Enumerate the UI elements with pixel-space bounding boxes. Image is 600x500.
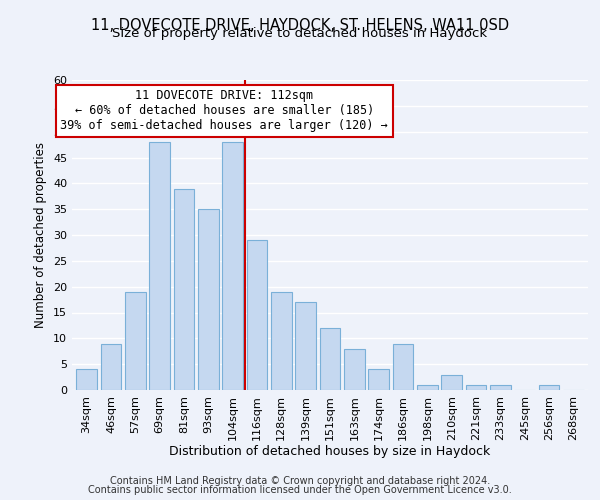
Bar — [539, 385, 559, 390]
Bar — [173, 188, 194, 390]
Text: 11, DOVECOTE DRIVE, HAYDOCK, ST. HELENS, WA11 0SD: 11, DOVECOTE DRIVE, HAYDOCK, ST. HELENS,… — [91, 18, 509, 32]
Bar — [466, 385, 487, 390]
Bar — [392, 344, 413, 390]
X-axis label: Distribution of detached houses by size in Haydock: Distribution of detached houses by size … — [169, 446, 491, 458]
Bar — [442, 374, 462, 390]
Bar — [76, 370, 97, 390]
Text: Contains HM Land Registry data © Crown copyright and database right 2024.: Contains HM Land Registry data © Crown c… — [110, 476, 490, 486]
Text: Size of property relative to detached houses in Haydock: Size of property relative to detached ho… — [112, 28, 488, 40]
Text: Contains public sector information licensed under the Open Government Licence v3: Contains public sector information licen… — [88, 485, 512, 495]
Bar — [125, 292, 146, 390]
Bar — [222, 142, 243, 390]
Bar — [149, 142, 170, 390]
Text: 11 DOVECOTE DRIVE: 112sqm
← 60% of detached houses are smaller (185)
39% of semi: 11 DOVECOTE DRIVE: 112sqm ← 60% of detac… — [61, 90, 388, 132]
Bar — [368, 370, 389, 390]
Bar — [295, 302, 316, 390]
Bar — [247, 240, 268, 390]
Y-axis label: Number of detached properties: Number of detached properties — [34, 142, 47, 328]
Bar — [344, 348, 365, 390]
Bar — [490, 385, 511, 390]
Bar — [198, 209, 218, 390]
Bar — [101, 344, 121, 390]
Bar — [320, 328, 340, 390]
Bar — [417, 385, 438, 390]
Bar — [271, 292, 292, 390]
